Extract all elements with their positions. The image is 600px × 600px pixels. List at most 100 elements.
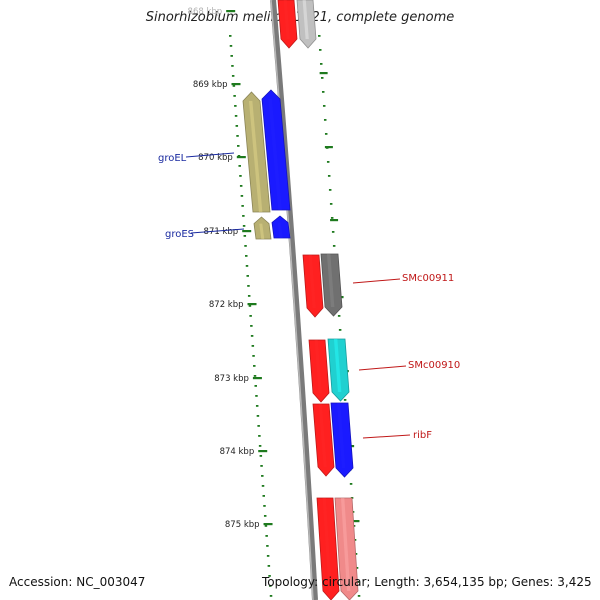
gene-arrow-body [253, 216, 272, 240]
ruler-tick-inner [269, 595, 273, 597]
gene-label-groel[interactable]: groEL [158, 153, 187, 164]
gene-ribf[interactable] [330, 402, 354, 478]
ruler-tick-inner [245, 265, 249, 267]
gene-feature[interactable] [308, 339, 330, 403]
ruler-tick-inner [251, 345, 255, 347]
ruler-tick-inner [263, 505, 266, 507]
ruler-tick-inner [241, 205, 244, 207]
accession-text: Accession: NC_003047 [9, 575, 146, 589]
ruler-tick-inner [242, 215, 245, 217]
gene-arrow-body [277, 0, 298, 49]
ruler-tick-inner [250, 325, 253, 327]
gene-smc00910[interactable] [327, 338, 350, 402]
gene-arrow-highlight [336, 403, 346, 468]
ruler-tick-inner [264, 525, 268, 527]
gene-arrow-body [296, 0, 317, 49]
gene-label-leader [358, 365, 407, 371]
ruler-tick-outer [321, 91, 325, 93]
ruler-tick-inner [261, 475, 264, 477]
gene-arrow-highlight [277, 222, 283, 238]
gene-groes[interactable] [253, 216, 272, 240]
ruler-tick-inner [229, 35, 232, 37]
gene-smc00911[interactable] [320, 253, 343, 317]
gene-label-leader [362, 434, 411, 439]
major-tick [263, 523, 273, 526]
ruler-tick-inner [267, 565, 271, 567]
ruler-tick-inner [259, 455, 263, 457]
gene-arrow-highlight [308, 255, 316, 308]
gene-arrow-highlight [318, 404, 327, 467]
ruler-tick-inner [246, 275, 249, 277]
ruler-tick-inner [262, 495, 265, 497]
gene-arrow-highlight [326, 254, 335, 307]
gene-arrow-highlight [333, 339, 342, 392]
ruler-tick-inner [231, 75, 235, 77]
gene-arrow-body [334, 497, 359, 600]
gene-feature[interactable] [271, 215, 291, 239]
ruler-tick-label: 870 kbp [198, 153, 233, 163]
major-tick-outer [319, 72, 328, 75]
ruler-tick-inner [239, 185, 243, 187]
gene-label-leader [185, 152, 235, 158]
gene-label-smc00910[interactable]: SMc00910 [408, 360, 460, 371]
ruler-tick-inner [258, 445, 262, 447]
ruler-tick-outer [330, 217, 334, 219]
ruler-tick-label: 873 kbp [214, 374, 249, 384]
gene-feature[interactable] [296, 0, 317, 49]
gene-arrow-body [271, 215, 291, 239]
ruler-tick-inner [231, 65, 234, 67]
gene-feature[interactable] [277, 0, 298, 49]
ruler-tick-inner [268, 575, 271, 577]
gene-feature[interactable] [334, 497, 359, 600]
ruler-tick-outer [323, 119, 327, 121]
gene-label-leader [190, 228, 245, 234]
ruler-tick-inner [256, 415, 260, 417]
ruler-tick-inner [242, 225, 246, 227]
ruler-tick-inner [253, 365, 256, 367]
gene-label-smc00911[interactable]: SMc00911 [402, 273, 454, 284]
ruler-tick-inner [254, 385, 257, 387]
genome-summary-text: Topology: circular; Length: 3,654,135 bp… [262, 575, 592, 589]
gene-arrow-body [327, 338, 350, 402]
ruler-tick-inner [266, 545, 269, 547]
gene-label-ribf[interactable]: ribF [413, 430, 432, 441]
ruler-tick-inner [237, 145, 240, 147]
ruler-tick-outer [343, 399, 347, 401]
major-tick [258, 450, 268, 453]
ruler-tick-inner [269, 585, 272, 587]
major-tick-outer [324, 146, 333, 149]
major-tick [247, 303, 257, 306]
ruler-tick-inner [229, 45, 233, 47]
gene-groel[interactable] [242, 91, 271, 213]
gene-feature[interactable] [261, 89, 291, 211]
major-tick-outer [330, 219, 339, 222]
ruler-tick-inner [248, 305, 252, 307]
ruler-tick-inner [257, 425, 260, 427]
gene-label-groes[interactable]: groES [165, 229, 194, 240]
ruler-tick-inner [255, 395, 258, 397]
gene-arrow-body [320, 253, 343, 317]
ruler-tick-label: 872 kbp [209, 300, 244, 310]
ruler-tick-label: 868 kbp [188, 7, 223, 17]
major-tick [242, 230, 252, 233]
gene-arrow-highlight [283, 0, 290, 39]
gene-arrow-highlight [268, 99, 282, 210]
ruler-tick-inner [240, 195, 244, 197]
gene-arrow-body [261, 89, 291, 211]
gene-arrow-body [242, 91, 271, 213]
gene-feature[interactable] [316, 497, 340, 600]
gene-arrow-highlight [314, 340, 322, 393]
ruler-tick-inner [236, 135, 239, 137]
ruler-tick-inner [243, 235, 247, 237]
ruler-tick-outer [354, 553, 358, 555]
ruler-tick-inner [247, 285, 250, 287]
ruler-tick-outer [322, 105, 326, 107]
ruler-tick-label: 869 kbp [193, 80, 228, 90]
ruler-tick-inner [260, 465, 263, 467]
gene-feature[interactable] [312, 403, 335, 477]
gene-feature[interactable] [302, 254, 324, 318]
ruler-tick-inner [252, 355, 255, 357]
gene-arrow-body [312, 403, 335, 477]
